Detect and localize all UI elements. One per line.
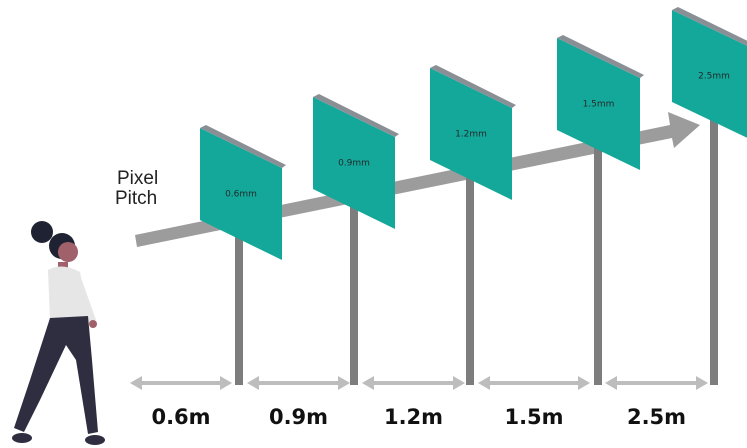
arrow-head [338, 376, 350, 390]
panel-label: 0.6mm [225, 190, 257, 200]
panel-edge [313, 94, 399, 137]
panel [672, 10, 747, 138]
person-illustration [12, 221, 105, 445]
distance-label: 1.5m [504, 405, 563, 429]
pole [710, 70, 718, 385]
panel-label: 2.5mm [698, 72, 730, 82]
pole [235, 188, 243, 385]
arrow-head [247, 376, 259, 390]
panel-edge [557, 35, 644, 78]
arrow-head [696, 376, 708, 390]
panel-edge [430, 65, 516, 108]
panel [557, 38, 640, 170]
panel [430, 68, 512, 200]
distance-label: 1.2m [384, 405, 443, 429]
distances: 0.6m 0.9m 1.2m 1.5m 2.5m [130, 376, 708, 429]
arrow-head [453, 376, 465, 390]
panels: 0.6mm 0.9mm 1.2mm 1.5mm 2.5mm [200, 7, 747, 385]
arrow-head [220, 376, 232, 390]
axis-label: Pixel [117, 168, 158, 189]
pole [350, 157, 358, 385]
distance-label: 0.6m [151, 405, 210, 429]
arrow-head [130, 376, 142, 390]
arrow-head [578, 376, 590, 390]
arrow-head [605, 376, 617, 390]
arrow-head [478, 376, 490, 390]
pole [466, 128, 474, 385]
arrow-head [362, 376, 374, 390]
panel-edge [200, 125, 286, 168]
axis-label: Pitch [115, 188, 157, 209]
panel-edge [672, 7, 747, 46]
distance-label: 2.5m [627, 405, 686, 429]
panel [313, 97, 395, 229]
panel-label: 1.2mm [455, 130, 487, 140]
distance-label: 0.9m [269, 405, 328, 429]
pole [594, 98, 602, 385]
panel [200, 128, 282, 260]
panel-label: 0.9mm [338, 159, 370, 169]
panel-label: 1.5mm [583, 100, 615, 110]
